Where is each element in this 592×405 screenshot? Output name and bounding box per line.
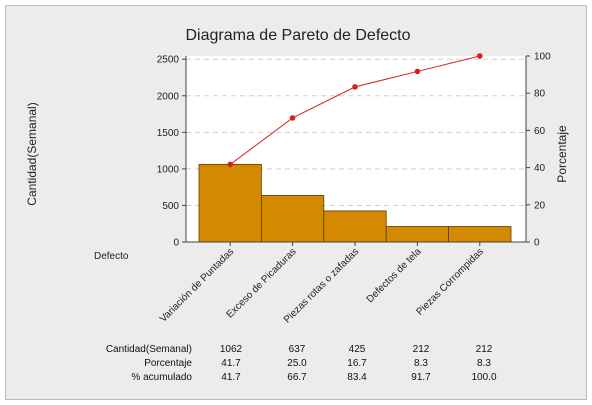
cumulative-point bbox=[477, 53, 483, 59]
chart-canvas: 0 500 1000 1500 2000 2500 0 20 40 60 80 100 Variaci… bbox=[25, 27, 569, 383]
table-cell: 25.0 bbox=[287, 358, 307, 369]
y-tick-label-right: 100 bbox=[534, 52, 551, 63]
table-cell: 66.7 bbox=[287, 372, 307, 383]
table-cell: 8.3 bbox=[414, 358, 428, 369]
category-label: Piezas Corrompidas bbox=[414, 246, 485, 317]
table-cell: 1062 bbox=[220, 344, 243, 355]
table-row-label: Porcentaje bbox=[144, 358, 192, 369]
bar bbox=[448, 226, 512, 243]
cumulative-point bbox=[227, 161, 233, 168]
y-tick-label-left: 2000 bbox=[157, 91, 180, 102]
cumulative-point bbox=[352, 84, 358, 90]
bars bbox=[198, 163, 512, 243]
y-tick-label-right: 20 bbox=[534, 200, 546, 211]
table-cell: 83.4 bbox=[347, 372, 367, 383]
table-cell: 212 bbox=[476, 344, 493, 355]
y-tick-label-left: 0 bbox=[173, 238, 179, 249]
y-tick-label-left: 2500 bbox=[157, 55, 180, 66]
table-cell: 8.3 bbox=[477, 358, 491, 369]
cumulative-point bbox=[289, 115, 296, 121]
y-tick-label-right: 40 bbox=[534, 163, 546, 174]
axes bbox=[185, 56, 527, 243]
category-label: Exceso de Picaduras bbox=[225, 246, 299, 320]
table-cell: 212 bbox=[413, 344, 430, 355]
x-axis-label: Defecto bbox=[94, 251, 129, 262]
bar bbox=[198, 163, 262, 243]
table-cell: 100.0 bbox=[471, 372, 496, 383]
y-tick-label-left: 500 bbox=[162, 201, 179, 212]
table-cell: 41.7 bbox=[221, 372, 241, 383]
cumulative-point bbox=[414, 68, 421, 75]
table-cell: 637 bbox=[289, 344, 306, 355]
table-row-label: % acumulado bbox=[131, 372, 192, 383]
bar bbox=[385, 226, 450, 243]
table-cell: 91.7 bbox=[411, 372, 431, 383]
data-table: Cantidad(Semanal) 1062 637 425 212 212 Porcent… bbox=[106, 344, 497, 383]
y-tick-label-right: 80 bbox=[534, 89, 546, 100]
y-tick-label-left: 1000 bbox=[157, 164, 180, 175]
y-tick-label-right: 60 bbox=[534, 126, 546, 137]
y-tick-label-left: 1500 bbox=[157, 128, 180, 139]
table-row-label: Cantidad(Semanal) bbox=[106, 344, 192, 355]
pareto-chart: 0 500 1000 1500 2000 2500 0 20 40 60 80 100 Variaci… bbox=[5, 5, 587, 400]
table-cell: 41.7 bbox=[221, 358, 241, 369]
table-cell: 425 bbox=[349, 344, 366, 355]
bar bbox=[323, 210, 387, 243]
chart-title: Diagrama de Pareto de Defecto bbox=[185, 27, 410, 44]
y-tick-label-right: 0 bbox=[534, 238, 540, 249]
table-cell: 16.7 bbox=[347, 358, 367, 369]
y-axis-label-left: Cantidad(Semanal) bbox=[25, 102, 39, 205]
cumulative-line bbox=[227, 53, 483, 168]
tick-labels: 0 500 1000 1500 2000 2500 0 20 40 60 80 100 bbox=[157, 52, 551, 249]
category-label: Defectos de tela bbox=[365, 246, 424, 305]
y-axis-label-right: Porcentaje bbox=[555, 125, 569, 183]
bar bbox=[260, 195, 325, 243]
